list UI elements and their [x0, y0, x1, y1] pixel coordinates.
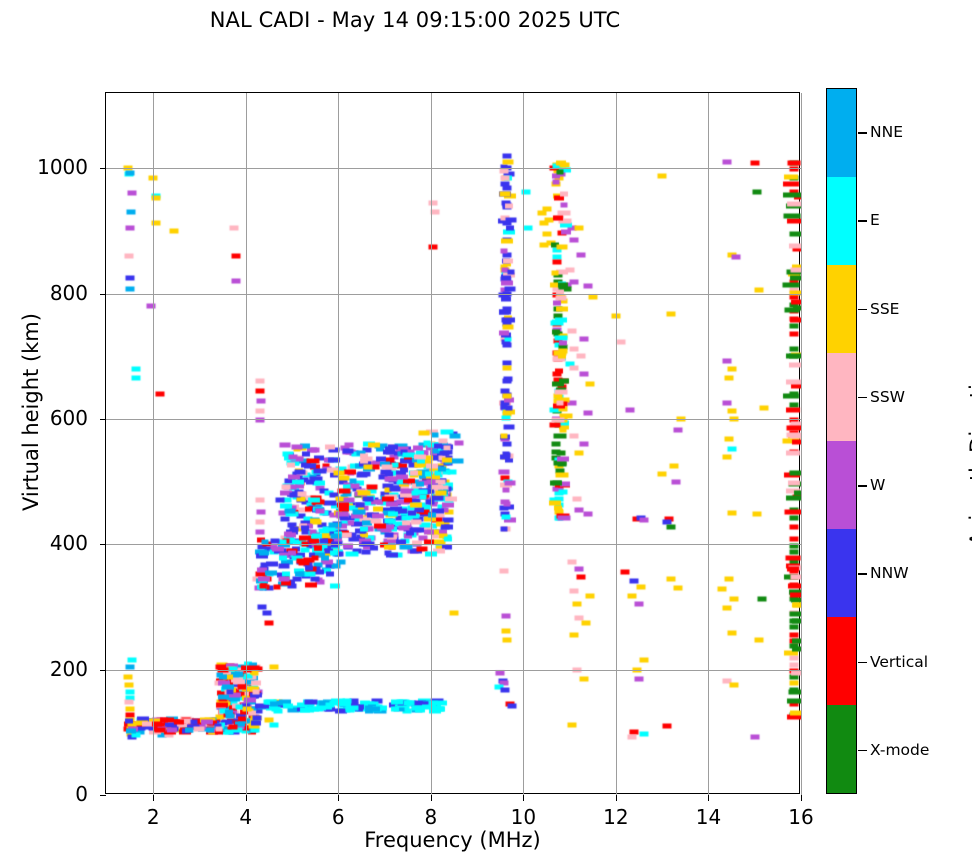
grid-line-horizontal	[106, 418, 801, 420]
colorbar-segment-sse	[827, 265, 856, 353]
page-title: NAL CADI - May 14 09:15:00 2025 UTC	[209, 8, 621, 32]
colorbar	[826, 88, 857, 794]
grid-line-vertical	[338, 93, 340, 795]
colorbar-tick	[858, 132, 867, 134]
y-tick	[100, 669, 106, 671]
colorbar-segment-e	[827, 177, 856, 265]
colorbar-label-x-mode: X-mode	[870, 740, 930, 759]
x-tick-label: 16	[788, 805, 814, 829]
x-tick	[245, 795, 247, 801]
colorbar-segment-nnw	[827, 529, 856, 617]
y-tick-label: 800	[49, 280, 88, 305]
x-tick	[430, 795, 432, 801]
y-axis-title: Virtual height (km)	[19, 313, 43, 511]
colorbar-tick	[858, 308, 867, 311]
grid-line-horizontal	[106, 293, 801, 295]
grid-line-vertical	[708, 93, 710, 795]
grid-line-horizontal	[106, 669, 801, 671]
y-tick	[100, 168, 106, 170]
x-tick	[338, 795, 340, 801]
y-tick	[100, 418, 106, 420]
x-axis-title: Frequency (MHz)	[364, 828, 541, 852]
x-tick	[801, 795, 802, 801]
grid-line-vertical	[153, 93, 155, 795]
grid-line-vertical	[523, 93, 525, 795]
y-tick-label: 600	[49, 405, 88, 430]
x-tick-label: 14	[695, 805, 722, 829]
colorbar-segment-x-mode	[827, 705, 856, 793]
grid-line-vertical	[430, 93, 432, 795]
plot-area: 2 4 6 8 10 12 14 16 0 200 400 600 800 1000	[37, 92, 814, 829]
colorbar-tick	[858, 749, 867, 752]
colorbar-segment-nne	[827, 89, 856, 177]
colorbar-label-sse: SSE	[870, 299, 900, 318]
colorbar-label-vertical: Vertical	[870, 652, 929, 671]
x-tick	[708, 795, 710, 801]
x-tick	[523, 795, 525, 801]
y-tick-label: 1000	[37, 155, 88, 180]
colorbar-tick	[858, 661, 867, 664]
x-tick-label: 4	[239, 805, 253, 829]
colorbar-segment-w	[827, 441, 856, 529]
y-tick	[100, 293, 106, 295]
y-tick	[100, 544, 106, 546]
grid-line-horizontal	[106, 544, 801, 546]
ionogram-canvas	[106, 93, 801, 795]
colorbar-segment-vertical	[827, 617, 856, 705]
grid-line-vertical	[801, 93, 802, 795]
colorbar-label-w: W	[870, 476, 886, 495]
x-tick-label: 8	[424, 805, 438, 829]
grid-line-vertical	[615, 93, 617, 795]
x-tick-label: 2	[146, 805, 160, 829]
colorbar-segment-ssw	[827, 353, 856, 441]
colorbar-tick	[858, 485, 867, 487]
y-tick-label: 400	[49, 531, 88, 556]
grid-line-horizontal	[106, 168, 801, 170]
colorbar-title: Azimuth Direction	[966, 357, 972, 547]
colorbar-label-nnw: NNW	[870, 564, 909, 583]
colorbar-label-ssw: SSW	[870, 387, 906, 406]
colorbar-label-e: E	[870, 211, 880, 230]
x-tick-label: 10	[510, 805, 537, 829]
y-tick-label: 0	[75, 782, 88, 806]
colorbar-tick	[858, 220, 867, 222]
colorbar-label-nne: NNE	[870, 123, 903, 142]
colorbar-tick	[858, 573, 867, 575]
colorbar-tick	[858, 396, 867, 399]
x-tick	[615, 795, 617, 801]
x-tick-label: 6	[331, 805, 345, 829]
x-tick-label: 12	[603, 805, 629, 829]
y-tick-label: 200	[49, 656, 88, 681]
y-tick	[100, 795, 106, 796]
grid-line-vertical	[245, 93, 247, 795]
x-tick	[153, 795, 155, 801]
